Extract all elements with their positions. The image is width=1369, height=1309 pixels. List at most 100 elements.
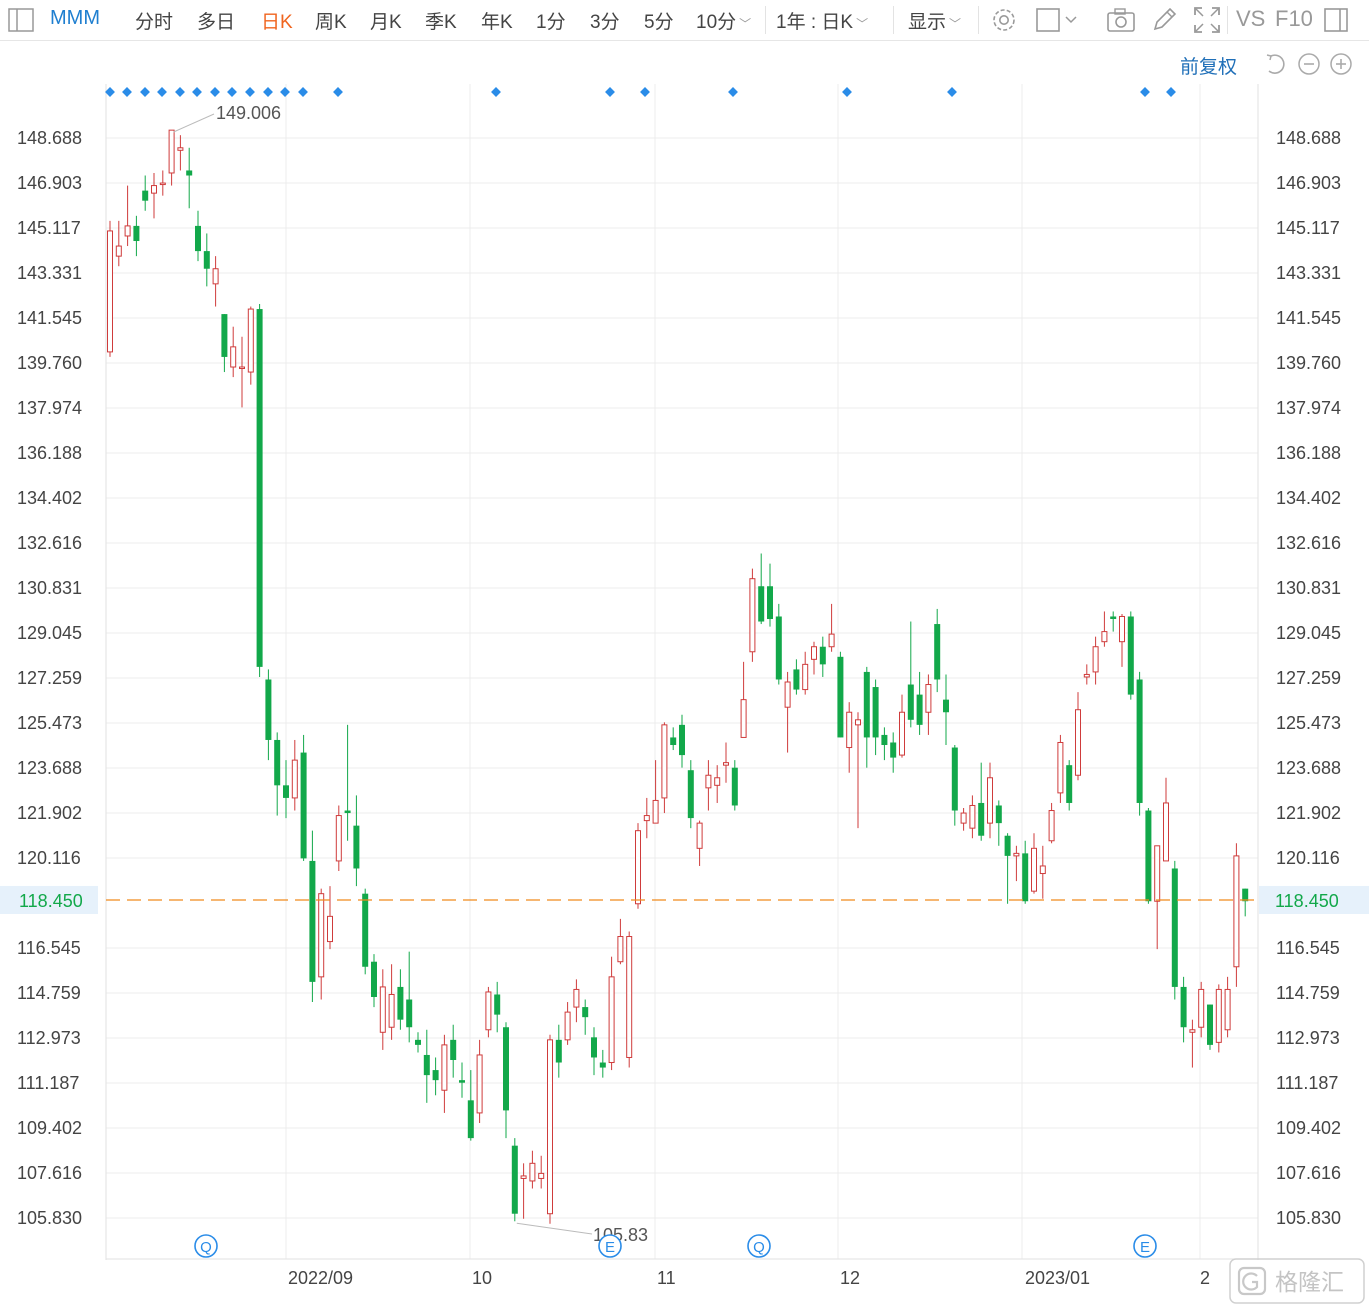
period-1min[interactable]: 1分 <box>536 12 566 33</box>
candle-body <box>353 825 360 869</box>
candle-body <box>168 129 175 174</box>
undo-icon[interactable] <box>1264 52 1288 81</box>
event-dot[interactable] <box>605 87 615 97</box>
range-select-label: 1年 : 日K <box>776 12 854 33</box>
y-tick-label-left: 134.402 <box>17 488 82 508</box>
candle-body <box>406 999 413 1028</box>
candle-body <box>749 578 756 653</box>
event-dot[interactable] <box>140 87 150 97</box>
candle-body <box>626 936 633 1058</box>
current-price-label-left: 118.450 <box>19 891 83 911</box>
event-dot[interactable] <box>728 87 738 97</box>
period-5min[interactable]: 5分 <box>644 12 674 33</box>
candle-body <box>371 961 377 998</box>
candle-body <box>555 1039 562 1063</box>
event-dot[interactable] <box>263 87 273 97</box>
vs-compare-button[interactable]: VS <box>1236 6 1266 31</box>
camera-icon[interactable] <box>1106 6 1136 39</box>
candle-body <box>476 1054 483 1114</box>
y-tick-label-left: 129.045 <box>17 623 82 643</box>
x-tick-label: 2023/01 <box>1025 1268 1090 1288</box>
event-dot[interactable] <box>298 87 308 97</box>
candle-body <box>529 1162 536 1182</box>
period-daily-k[interactable]: 日K <box>261 12 293 33</box>
event-dot[interactable] <box>175 87 185 97</box>
event-marker-q-1[interactable]: Q <box>194 1234 218 1258</box>
candle <box>520 1163 527 1219</box>
candle-body <box>696 822 703 849</box>
candle <box>731 760 738 811</box>
y-tick-label-right: 112.973 <box>1276 1028 1340 1048</box>
candle-body <box>855 719 861 726</box>
candle-body <box>177 147 184 151</box>
event-dot[interactable] <box>227 87 237 97</box>
event-marker-circle <box>194 1234 218 1258</box>
event-dot[interactable] <box>333 87 343 97</box>
candle <box>925 674 932 735</box>
candle-body <box>767 586 773 620</box>
period-10min-dropdown[interactable]: 10分 ﹀ <box>696 7 751 34</box>
candle <box>230 326 237 378</box>
candle <box>309 830 316 1003</box>
candle-body <box>265 679 272 740</box>
candle <box>1110 611 1117 632</box>
f10-button[interactable]: F10 <box>1275 6 1313 31</box>
event-dot[interactable] <box>245 87 255 97</box>
event-dot[interactable] <box>210 87 220 97</box>
candle <box>195 210 201 262</box>
candle-body <box>300 752 307 859</box>
pencil-draw-icon[interactable] <box>1150 6 1178 39</box>
event-dot[interactable] <box>640 87 650 97</box>
x-tick-label: 2 <box>1200 1268 1210 1288</box>
layout-select-icon[interactable] <box>1034 6 1082 39</box>
fullscreen-icon[interactable] <box>1193 6 1221 39</box>
event-dot[interactable] <box>157 87 167 97</box>
period-yearly-k[interactable]: 年K <box>481 12 513 33</box>
zoom-in-icon[interactable] <box>1329 52 1353 81</box>
candle-body <box>124 225 131 237</box>
period-monthly-k[interactable]: 月K <box>370 12 402 33</box>
candle <box>511 1138 518 1222</box>
candle <box>591 1027 597 1076</box>
panel-toggle-icon[interactable] <box>1322 6 1350 39</box>
period-multi-day[interactable]: 多日 <box>197 12 236 33</box>
event-dot[interactable] <box>1140 87 1150 97</box>
candle <box>960 808 967 831</box>
event-marker-q-2[interactable]: Q <box>747 1234 771 1258</box>
candle-body <box>239 366 245 370</box>
sidebar-toggle-icon[interactable] <box>8 8 34 37</box>
period-weekly-k[interactable]: 周K <box>315 12 347 33</box>
candle <box>1171 860 1178 1000</box>
range-select[interactable]: 1年 : 日K ﹀ <box>776 7 868 34</box>
symbol-label[interactable]: MMM <box>50 7 100 29</box>
event-dot[interactable] <box>947 87 957 97</box>
display-dropdown[interactable]: 显示 ﹀ <box>908 7 961 34</box>
event-dot[interactable] <box>491 87 501 97</box>
candle-body <box>432 1070 439 1081</box>
period-3min[interactable]: 3分 <box>590 12 620 33</box>
event-dot[interactable] <box>105 87 115 97</box>
event-dot[interactable] <box>842 87 852 97</box>
candle-body <box>441 1044 448 1091</box>
candle-body <box>1207 1004 1213 1045</box>
candle <box>379 969 386 1050</box>
candle-body <box>679 724 685 756</box>
y-tick-label-left: 112.973 <box>17 1028 81 1048</box>
price-adjust-button[interactable]: 前复权 <box>1180 57 1238 78</box>
event-dot[interactable] <box>192 87 202 97</box>
event-dot[interactable] <box>280 87 290 97</box>
period-quarterly-k[interactable]: 季K <box>425 12 457 33</box>
candle-body <box>1066 765 1073 803</box>
y-tick-label-left: 139.760 <box>17 353 82 373</box>
settings-gear-icon[interactable] <box>989 6 1019 39</box>
period-intraday[interactable]: 分时 <box>135 12 174 33</box>
event-dot[interactable] <box>1166 87 1176 97</box>
event-marker-e-2[interactable]: E <box>1133 1234 1157 1258</box>
candle <box>256 304 263 677</box>
event-marker-e-1[interactable]: E <box>598 1234 622 1258</box>
zoom-out-icon[interactable] <box>1297 52 1321 81</box>
candle <box>767 563 773 627</box>
event-dot[interactable] <box>122 87 132 97</box>
candle <box>1198 981 1205 1038</box>
